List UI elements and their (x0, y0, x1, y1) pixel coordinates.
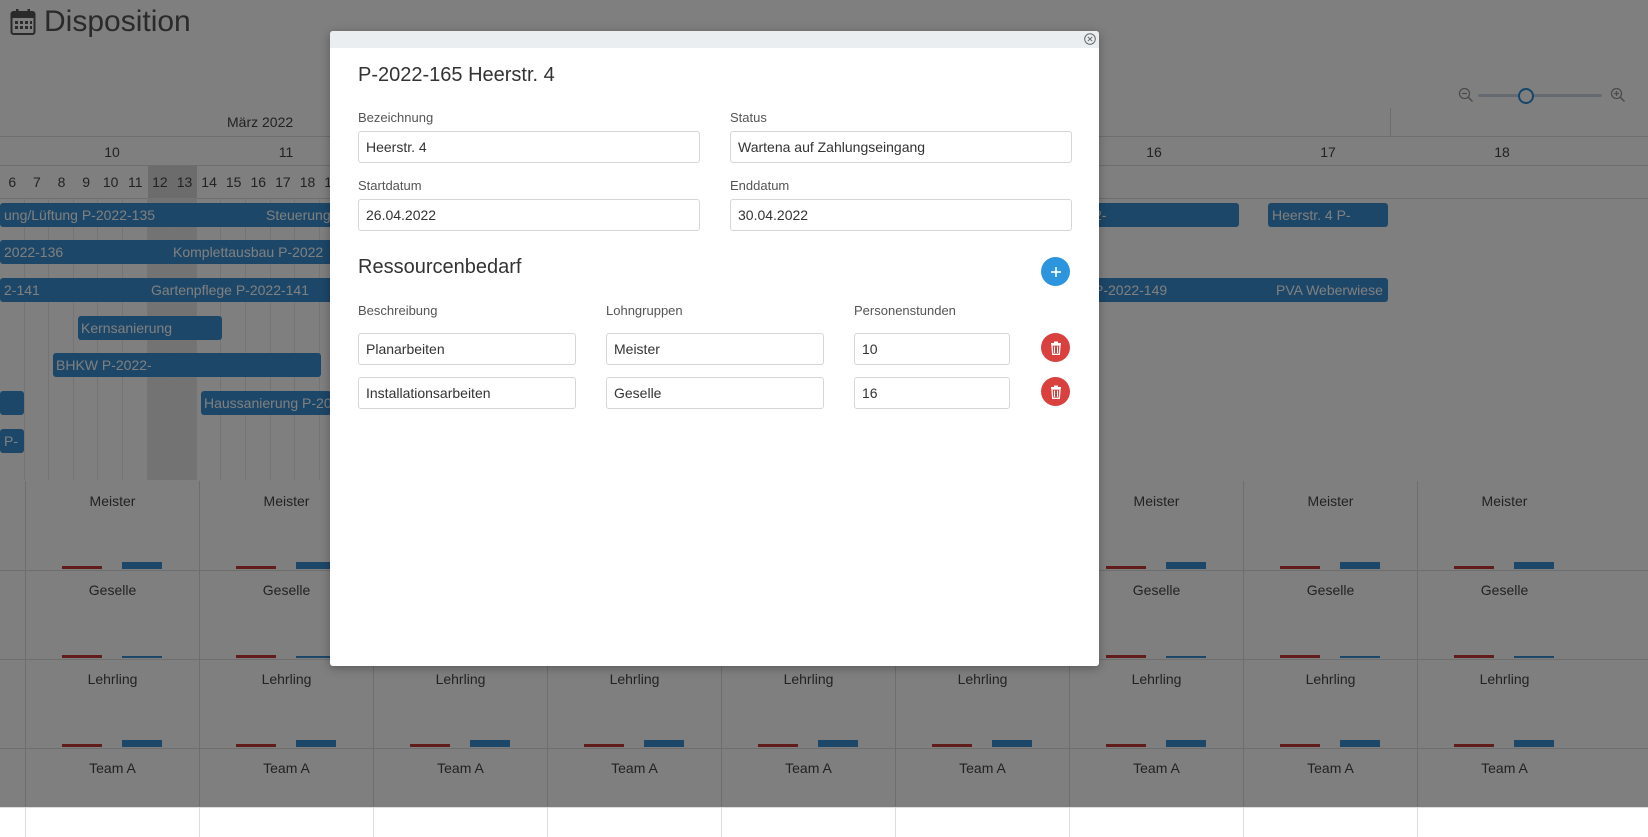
column-header-beschreibung: Beschreibung (358, 303, 438, 318)
personenstunden-input[interactable] (854, 377, 1010, 409)
enddatum-input[interactable] (730, 199, 1072, 231)
section-title-ressourcenbedarf: Ressourcenbedarf (358, 256, 522, 278)
column-header-lohngruppen: Lohngruppen (606, 303, 683, 318)
personenstunden-input[interactable] (854, 333, 1010, 365)
startdatum-input[interactable] (358, 199, 700, 231)
enddatum-label: Enddatum (730, 178, 790, 193)
modal-header-bar (330, 31, 1099, 48)
project-modal: P-2022-165 Heerstr. 4 Bezeichnung Status… (330, 31, 1099, 666)
close-icon[interactable] (1084, 33, 1096, 45)
trash-icon (1050, 385, 1061, 399)
lohngruppe-input[interactable] (606, 377, 824, 409)
delete-row-button[interactable] (1041, 377, 1070, 406)
delete-row-button[interactable] (1041, 333, 1070, 362)
status-input[interactable] (730, 131, 1072, 163)
lohngruppe-input[interactable] (606, 333, 824, 365)
column-header-personenstunden: Personenstunden (854, 303, 956, 318)
beschreibung-input[interactable] (358, 377, 576, 409)
startdatum-label: Startdatum (358, 178, 422, 193)
plus-icon (1050, 266, 1061, 277)
trash-icon (1050, 341, 1061, 355)
beschreibung-input[interactable] (358, 333, 576, 365)
add-resource-button[interactable] (1041, 257, 1070, 286)
modal-title: P-2022-165 Heerstr. 4 (358, 64, 555, 86)
status-label: Status (730, 110, 767, 125)
bezeichnung-label: Bezeichnung (358, 110, 434, 125)
bezeichnung-input[interactable] (358, 131, 700, 163)
